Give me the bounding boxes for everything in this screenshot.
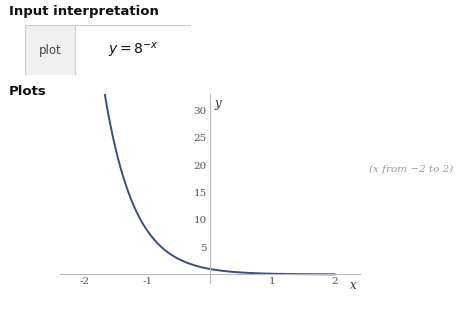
Text: Input interpretation: Input interpretation bbox=[9, 5, 159, 18]
Text: y: y bbox=[215, 97, 221, 110]
Text: (x from −2 to 2): (x from −2 to 2) bbox=[369, 165, 453, 174]
FancyBboxPatch shape bbox=[75, 25, 191, 75]
Text: $y = 8^{-x}$: $y = 8^{-x}$ bbox=[108, 41, 159, 60]
Text: plot: plot bbox=[39, 44, 62, 57]
Text: x: x bbox=[350, 279, 357, 292]
FancyBboxPatch shape bbox=[25, 25, 191, 75]
Text: Plots: Plots bbox=[9, 85, 47, 98]
